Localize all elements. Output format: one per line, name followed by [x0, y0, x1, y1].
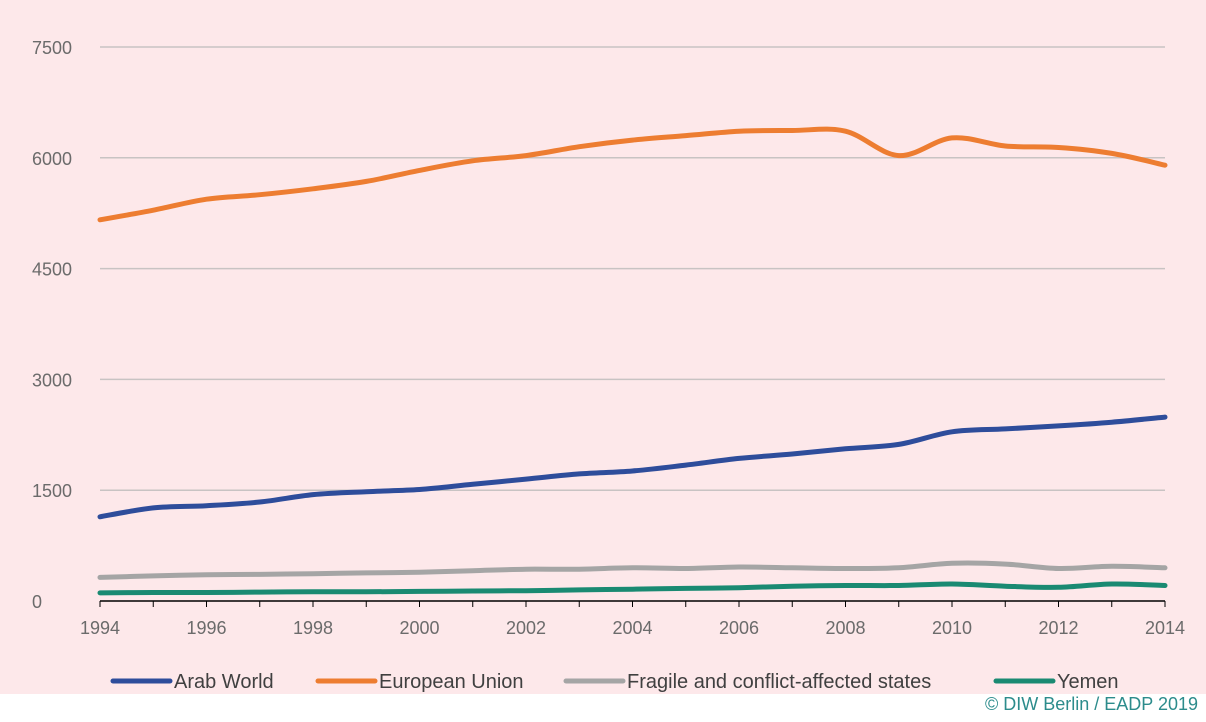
- series-line-fragile-and-conflict-affected-states: [97, 560, 1168, 580]
- y-tick-label: 0: [32, 592, 42, 612]
- x-tick-label: 2004: [612, 618, 652, 638]
- y-tick-label: 3000: [32, 370, 72, 390]
- x-tick-label: 2008: [825, 618, 865, 638]
- x-tick-label: 2012: [1038, 618, 1078, 638]
- y-tick-label: 6000: [32, 149, 72, 169]
- series-line-european-union: [97, 126, 1168, 223]
- legend: Arab World European Union Fragile and conf…: [110, 671, 1119, 693]
- axes: 0 1500 3000 4500 6000 7500 1994 1996 1998 2000 200…: [32, 38, 1185, 638]
- gridlines: [100, 46, 1165, 491]
- x-tick-label: 2010: [932, 618, 972, 638]
- chart-background: [0, 0, 1206, 694]
- legend-label-fragile-and-conflict-affected-states: Fragile and conflict-affected states: [627, 671, 931, 693]
- credit-text: © DIW Berlin / EADP 2019: [985, 694, 1199, 714]
- legend-label-european-union: European Union: [379, 671, 524, 693]
- x-tick-label: 1996: [186, 618, 226, 638]
- x-tick-label: 2014: [1145, 618, 1185, 638]
- series-line-yemen: [97, 581, 1168, 596]
- x-tick-label: 2002: [506, 618, 546, 638]
- legend-label-yemen: Yemen: [1057, 671, 1119, 693]
- x-tick-label: 1994: [80, 618, 120, 638]
- x-tick-label: 2006: [719, 618, 759, 638]
- y-tick-label: 1500: [32, 481, 72, 501]
- x-tick-label: 2000: [399, 618, 439, 638]
- series-line-arab-world: [97, 414, 1168, 520]
- y-tick-label: 7500: [32, 38, 72, 58]
- series-lines: [97, 126, 1168, 596]
- x-tick-label: 1998: [293, 618, 333, 638]
- y-tick-label: 4500: [32, 260, 72, 280]
- legend-label-arab-world: Arab World: [174, 671, 274, 693]
